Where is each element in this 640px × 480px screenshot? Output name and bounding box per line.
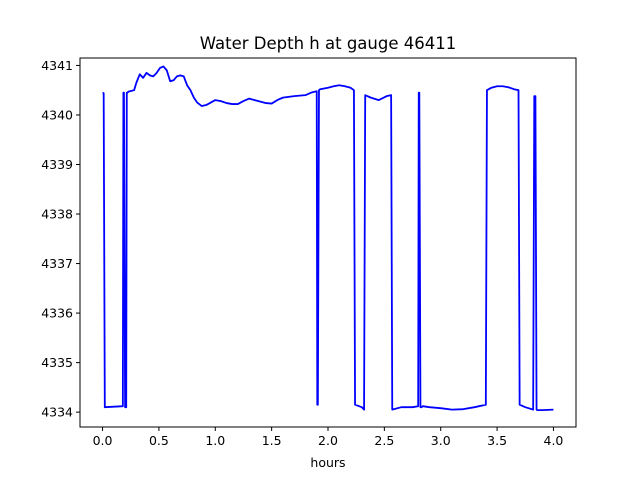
x-tick-label: 2.0	[318, 433, 338, 448]
x-tick-label: 4.0	[544, 433, 564, 448]
x-tick-label: 2.5	[374, 433, 394, 448]
x-tick-label: 1.0	[205, 433, 225, 448]
y-tick-label: 4341	[41, 58, 73, 73]
y-tick-label: 4340	[41, 107, 73, 122]
plot-area: 0.0 0.5 1.0 1.5 2.0 2.5 3.0 3.5 4.0 4334 4335 4336…	[41, 57, 577, 448]
x-tick-label: 3.5	[487, 433, 507, 448]
y-tick-label: 4338	[41, 207, 73, 222]
series-line	[102, 65, 554, 412]
x-tick-label: 0.5	[149, 433, 169, 448]
y-tick-label: 4339	[41, 157, 73, 172]
y-tick-label: 4335	[41, 355, 73, 370]
y-tick-label: 4334	[41, 405, 73, 420]
x-tick-label: 3.0	[431, 433, 451, 448]
x-axis-label: hours	[310, 455, 345, 470]
x-axis: 0.0 0.5 1.0 1.5 2.0 2.5 3.0 3.5 4.0	[93, 427, 564, 448]
plot-frame	[79, 57, 577, 428]
x-tick-label: 0.0	[93, 433, 113, 448]
y-tick-label: 4336	[41, 306, 73, 321]
y-tick-label: 4337	[41, 256, 73, 271]
x-tick-label: 1.5	[262, 433, 282, 448]
chart-title: Water Depth h at gauge 46411	[200, 34, 456, 53]
y-axis: 4334 4335 4336 4337 4338 4339 4340 4341	[41, 58, 80, 420]
